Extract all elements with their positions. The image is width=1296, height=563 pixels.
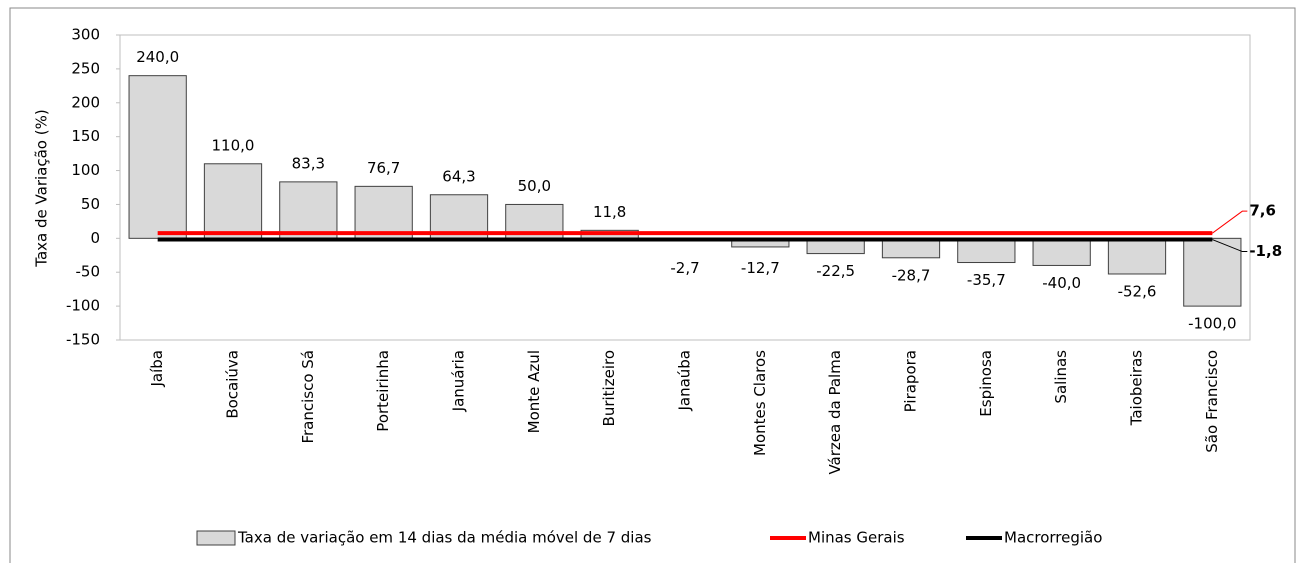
bar	[1032, 237, 1091, 266]
x-tick-label: Jaíba	[148, 350, 166, 388]
y-tick-label: 250	[71, 59, 100, 77]
value-label: -28,7	[892, 266, 931, 284]
y-tick-label: 300	[71, 26, 100, 44]
value-label: -2,7	[670, 259, 699, 277]
value-label: -12,7	[741, 259, 780, 277]
y-tick-label: 200	[71, 93, 100, 111]
leader-line	[1212, 239, 1248, 253]
legend-label: Macrorregião	[1004, 529, 1102, 547]
x-tick-label: Monte Azul	[525, 350, 543, 433]
y-tick-label: 50	[81, 195, 100, 213]
x-tick-label: Salinas	[1052, 350, 1070, 404]
y-axis-label: Taxa de Variação (%)	[33, 109, 51, 267]
value-label: -100,0	[1188, 315, 1236, 333]
bar	[1107, 237, 1167, 275]
bar	[279, 181, 338, 239]
value-label: 76,7	[367, 159, 400, 177]
bar	[429, 194, 489, 239]
x-tick-label: Francisco Sá	[299, 350, 317, 444]
x-tick-label: Buritizeiro	[600, 350, 618, 426]
x-tick-label: Pirapora	[902, 350, 920, 412]
x-tick-label: Porteirinha	[374, 350, 392, 432]
x-tick-label: Januária	[450, 350, 468, 412]
x-tick-label: Montes Claros	[751, 350, 769, 456]
value-label: -52,6	[1118, 282, 1157, 300]
x-tick-label: Várzea da Palma	[826, 350, 844, 475]
x-tick-label: São Francisco	[1203, 350, 1221, 453]
value-label: -40,0	[1042, 274, 1081, 292]
leader-line	[1212, 210, 1248, 234]
reference-label: -1,8	[1249, 242, 1282, 260]
chart-border	[9, 7, 1296, 563]
bar	[203, 163, 263, 239]
x-tick-label: Taiobeiras	[1128, 350, 1146, 426]
y-tick-label: -150	[66, 331, 100, 349]
y-tick-label: -50	[76, 263, 101, 281]
legend-label: Taxa de variação em 14 dias da média móv…	[237, 529, 652, 547]
y-tick-label: 100	[71, 161, 100, 179]
value-label: 83,3	[292, 154, 325, 172]
reference-label: 7,6	[1249, 202, 1276, 220]
value-label: -35,7	[967, 271, 1006, 289]
x-tick-label: Janaúba	[676, 350, 694, 412]
value-label: 110,0	[212, 136, 255, 154]
value-label: 11,8	[593, 203, 626, 221]
value-label: -22,5	[816, 262, 855, 280]
bar	[354, 185, 413, 239]
y-tick-label: -100	[66, 297, 100, 315]
bar	[1183, 237, 1242, 307]
x-tick-label: Espinosa	[977, 350, 995, 417]
value-label: 64,3	[442, 167, 475, 185]
legend-swatch	[196, 530, 236, 546]
legend-label: Minas Gerais	[808, 529, 905, 547]
y-tick-label: 0	[90, 229, 100, 247]
bar	[128, 75, 187, 239]
plot-area	[119, 34, 1251, 341]
bar	[957, 237, 1016, 264]
value-label: 240,0	[136, 48, 179, 66]
y-tick-label: 150	[71, 127, 100, 145]
value-label: 50,0	[518, 177, 551, 195]
x-tick-label: Bocaiúva	[224, 350, 242, 419]
